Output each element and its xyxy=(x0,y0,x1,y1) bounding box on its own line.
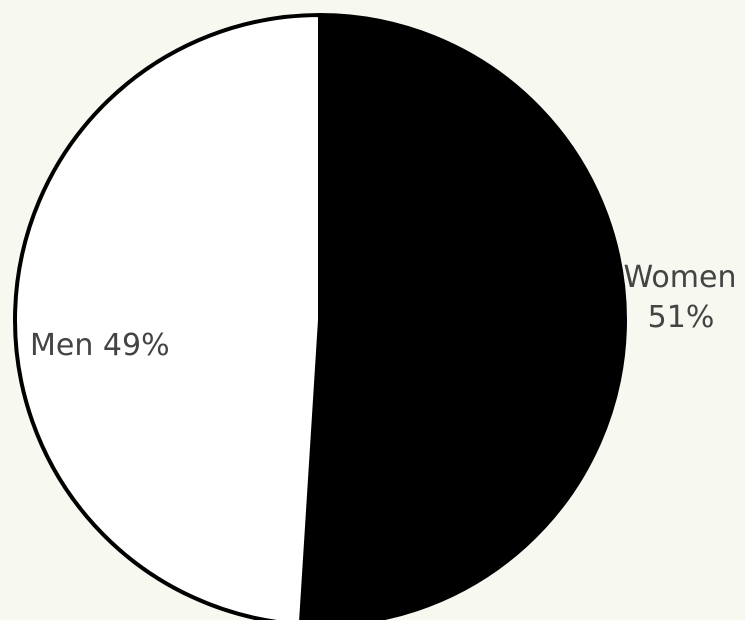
pie-slices xyxy=(13,13,627,620)
pie-slice-women xyxy=(299,13,627,620)
pie-slice-men xyxy=(13,13,322,620)
slice-label-women-percent: 51% xyxy=(648,300,715,335)
slice-label-men: Men 49% xyxy=(30,328,170,363)
slice-label-women-name: Women xyxy=(624,260,737,295)
pie-labels: Women 51% Men 49% xyxy=(30,260,736,363)
